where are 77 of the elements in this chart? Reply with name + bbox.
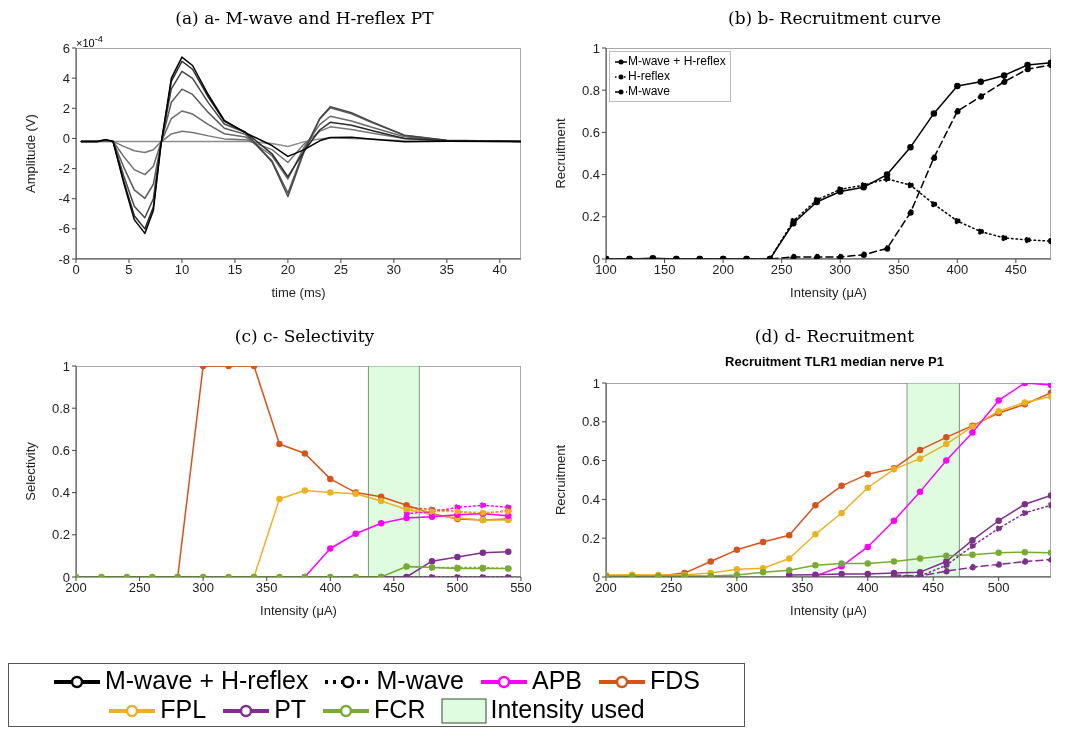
y-tick-label: 0.2 <box>581 530 600 546</box>
legend-label: M-wave <box>375 666 464 695</box>
x-tick-label: 300 <box>726 580 748 596</box>
x-tick-label: 400 <box>319 580 342 596</box>
x-axis-title: Intensity (μA) <box>790 285 867 300</box>
legend-label: M-wave + H-reflex <box>103 666 309 695</box>
y-axis-title: Selectivity <box>22 441 38 501</box>
legend-label: H-reflex <box>627 69 671 84</box>
x-tick-label: 35 <box>439 262 455 278</box>
x-tick-label: 250 <box>128 580 151 596</box>
legend-label: APB <box>531 666 583 695</box>
legend-label: M-wave + H-reflex <box>627 54 726 69</box>
legend-label: PT <box>273 695 307 725</box>
y-tick-label: 0.6 <box>581 453 600 469</box>
legend-label: FPL <box>159 695 207 725</box>
y-tick-label: 0.4 <box>581 167 600 183</box>
chart-title: (a) a- M-wave and H-reflex PT <box>175 8 434 28</box>
y-tick-label: -2 <box>58 161 70 177</box>
y-axis-title: Amplitude (V) <box>22 114 38 193</box>
y-tick-label: 0.6 <box>51 443 70 459</box>
y-tick-label: 0.4 <box>581 492 600 508</box>
chart-title: (c) c- Selectivity <box>233 326 376 348</box>
y-axis-title: Recruitment <box>552 444 568 516</box>
y-tick-label: 0 <box>62 131 70 147</box>
y-tick-label: 0.2 <box>51 527 70 543</box>
y-tick-label: 4 <box>62 70 70 86</box>
x-tick-label: 500 <box>987 580 1010 596</box>
x-tick-label: 250 <box>770 262 793 278</box>
y-tick-label: -8 <box>58 251 70 267</box>
x-axis-title: Intensity (μA) <box>260 603 337 618</box>
annotation: ×10$^{-4}$ <box>76 34 103 49</box>
y-axis-title: Recruitment <box>552 118 568 189</box>
x-axis-title: time (ms) <box>271 285 326 300</box>
x-tick-label: 550 <box>510 580 532 596</box>
x-tick-label: 20 <box>280 262 296 278</box>
text: Intensity used <box>490 695 645 723</box>
x-tick-label: 400 <box>946 262 969 278</box>
x-tick-label: 0 <box>72 262 80 278</box>
chart-subtitle: Recruitment TLR1 median nerve P1 <box>724 354 945 371</box>
x-tick-label: 350 <box>791 580 814 596</box>
y-tick-label: 0.2 <box>581 209 600 225</box>
x-tick-label: 25 <box>333 262 349 278</box>
y-tick-label: -4 <box>58 191 70 207</box>
x-tick-label: 450 <box>922 580 945 596</box>
y-tick-label: 2 <box>62 100 70 116</box>
chart-title: (d) d- Recruitment <box>753 326 916 348</box>
x-tick-label: 150 <box>653 262 676 278</box>
y-tick-label: 0.8 <box>581 82 600 98</box>
y-tick-label: 0.6 <box>581 125 600 141</box>
x-tick-label: 250 <box>660 580 683 596</box>
x-tick-label: 500 <box>446 580 469 596</box>
legend-label: FCR <box>373 695 426 725</box>
x-tick-label: 350 <box>887 262 910 278</box>
x-axis-title: Intensity (μA) <box>790 603 867 618</box>
y-tick-label: 1 <box>592 40 600 56</box>
x-tick-label: 30 <box>386 262 402 278</box>
x-tick-label: 15 <box>227 262 243 278</box>
y-tick-label: -6 <box>58 221 70 237</box>
y-tick-label: 0.8 <box>51 400 70 416</box>
x-tick-label: 200 <box>712 262 734 278</box>
y-tick-label: 6 <box>62 40 70 56</box>
legend-label: FDS <box>649 666 701 695</box>
x-tick-label: 450 <box>1005 262 1027 278</box>
y-tick-label: 0.4 <box>51 485 70 501</box>
x-tick-label: 300 <box>829 262 852 278</box>
x-tick-label: 10 <box>174 262 190 278</box>
y-tick-label: 1 <box>592 375 600 391</box>
x-tick-label: 350 <box>255 580 278 596</box>
x-tick-label: 40 <box>492 262 508 278</box>
x-tick-label: 300 <box>192 580 214 596</box>
x-tick-label: 450 <box>383 580 405 596</box>
y-tick-label: 0.8 <box>581 414 600 430</box>
x-tick-label: 400 <box>856 580 879 596</box>
chart-title: (b) b- Recruitment curve <box>727 8 942 30</box>
y-tick-label: 1 <box>62 358 70 374</box>
legend-label: M-wave <box>627 84 671 99</box>
x-tick-label: 5 <box>125 262 133 278</box>
